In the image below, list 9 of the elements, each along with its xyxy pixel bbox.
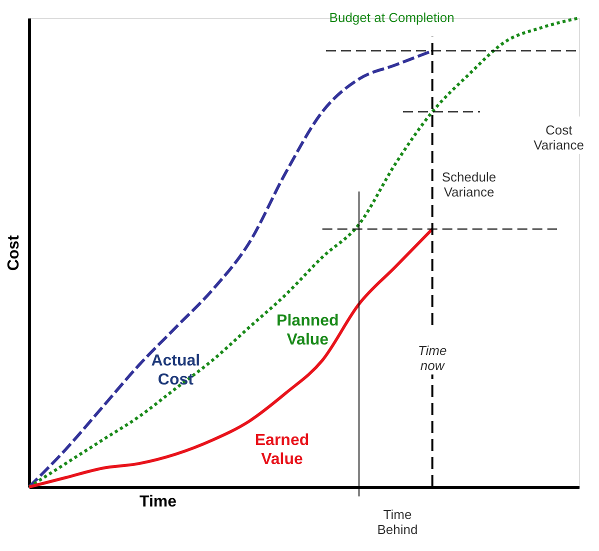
series-label: Planned Value: [276, 312, 339, 349]
text: Time Behind: [377, 507, 418, 538]
annotation: Cost Variance: [534, 122, 584, 153]
annotation: Budget at Completion: [329, 10, 454, 25]
y-axis-title: Cost: [6, 234, 22, 271]
x-axis-title: Time: [140, 494, 177, 510]
series-label: Earned Value: [254, 432, 310, 468]
annotation: Time now: [418, 342, 447, 373]
annotation: Schedule Variance: [442, 169, 496, 200]
